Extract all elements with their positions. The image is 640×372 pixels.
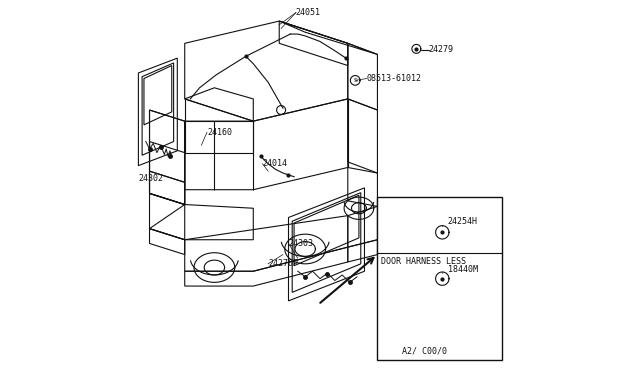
Text: 18440M: 18440M: [448, 265, 478, 274]
Text: 24254H: 24254H: [448, 217, 478, 226]
Text: 24302: 24302: [138, 174, 163, 183]
Text: 24014: 24014: [262, 159, 287, 168]
Text: 24303: 24303: [289, 239, 314, 248]
Text: 08513-61012: 08513-61012: [367, 74, 422, 83]
Text: 24160: 24160: [207, 128, 232, 137]
Text: A2/ C00/0: A2/ C00/0: [401, 346, 447, 355]
Text: 24276P: 24276P: [268, 259, 298, 268]
Bar: [378, 197, 502, 360]
Text: 24051: 24051: [296, 8, 321, 17]
Text: 24279: 24279: [429, 45, 454, 54]
Text: S: S: [353, 78, 357, 83]
Text: DOOR HARNESS LESS: DOOR HARNESS LESS: [381, 257, 466, 266]
